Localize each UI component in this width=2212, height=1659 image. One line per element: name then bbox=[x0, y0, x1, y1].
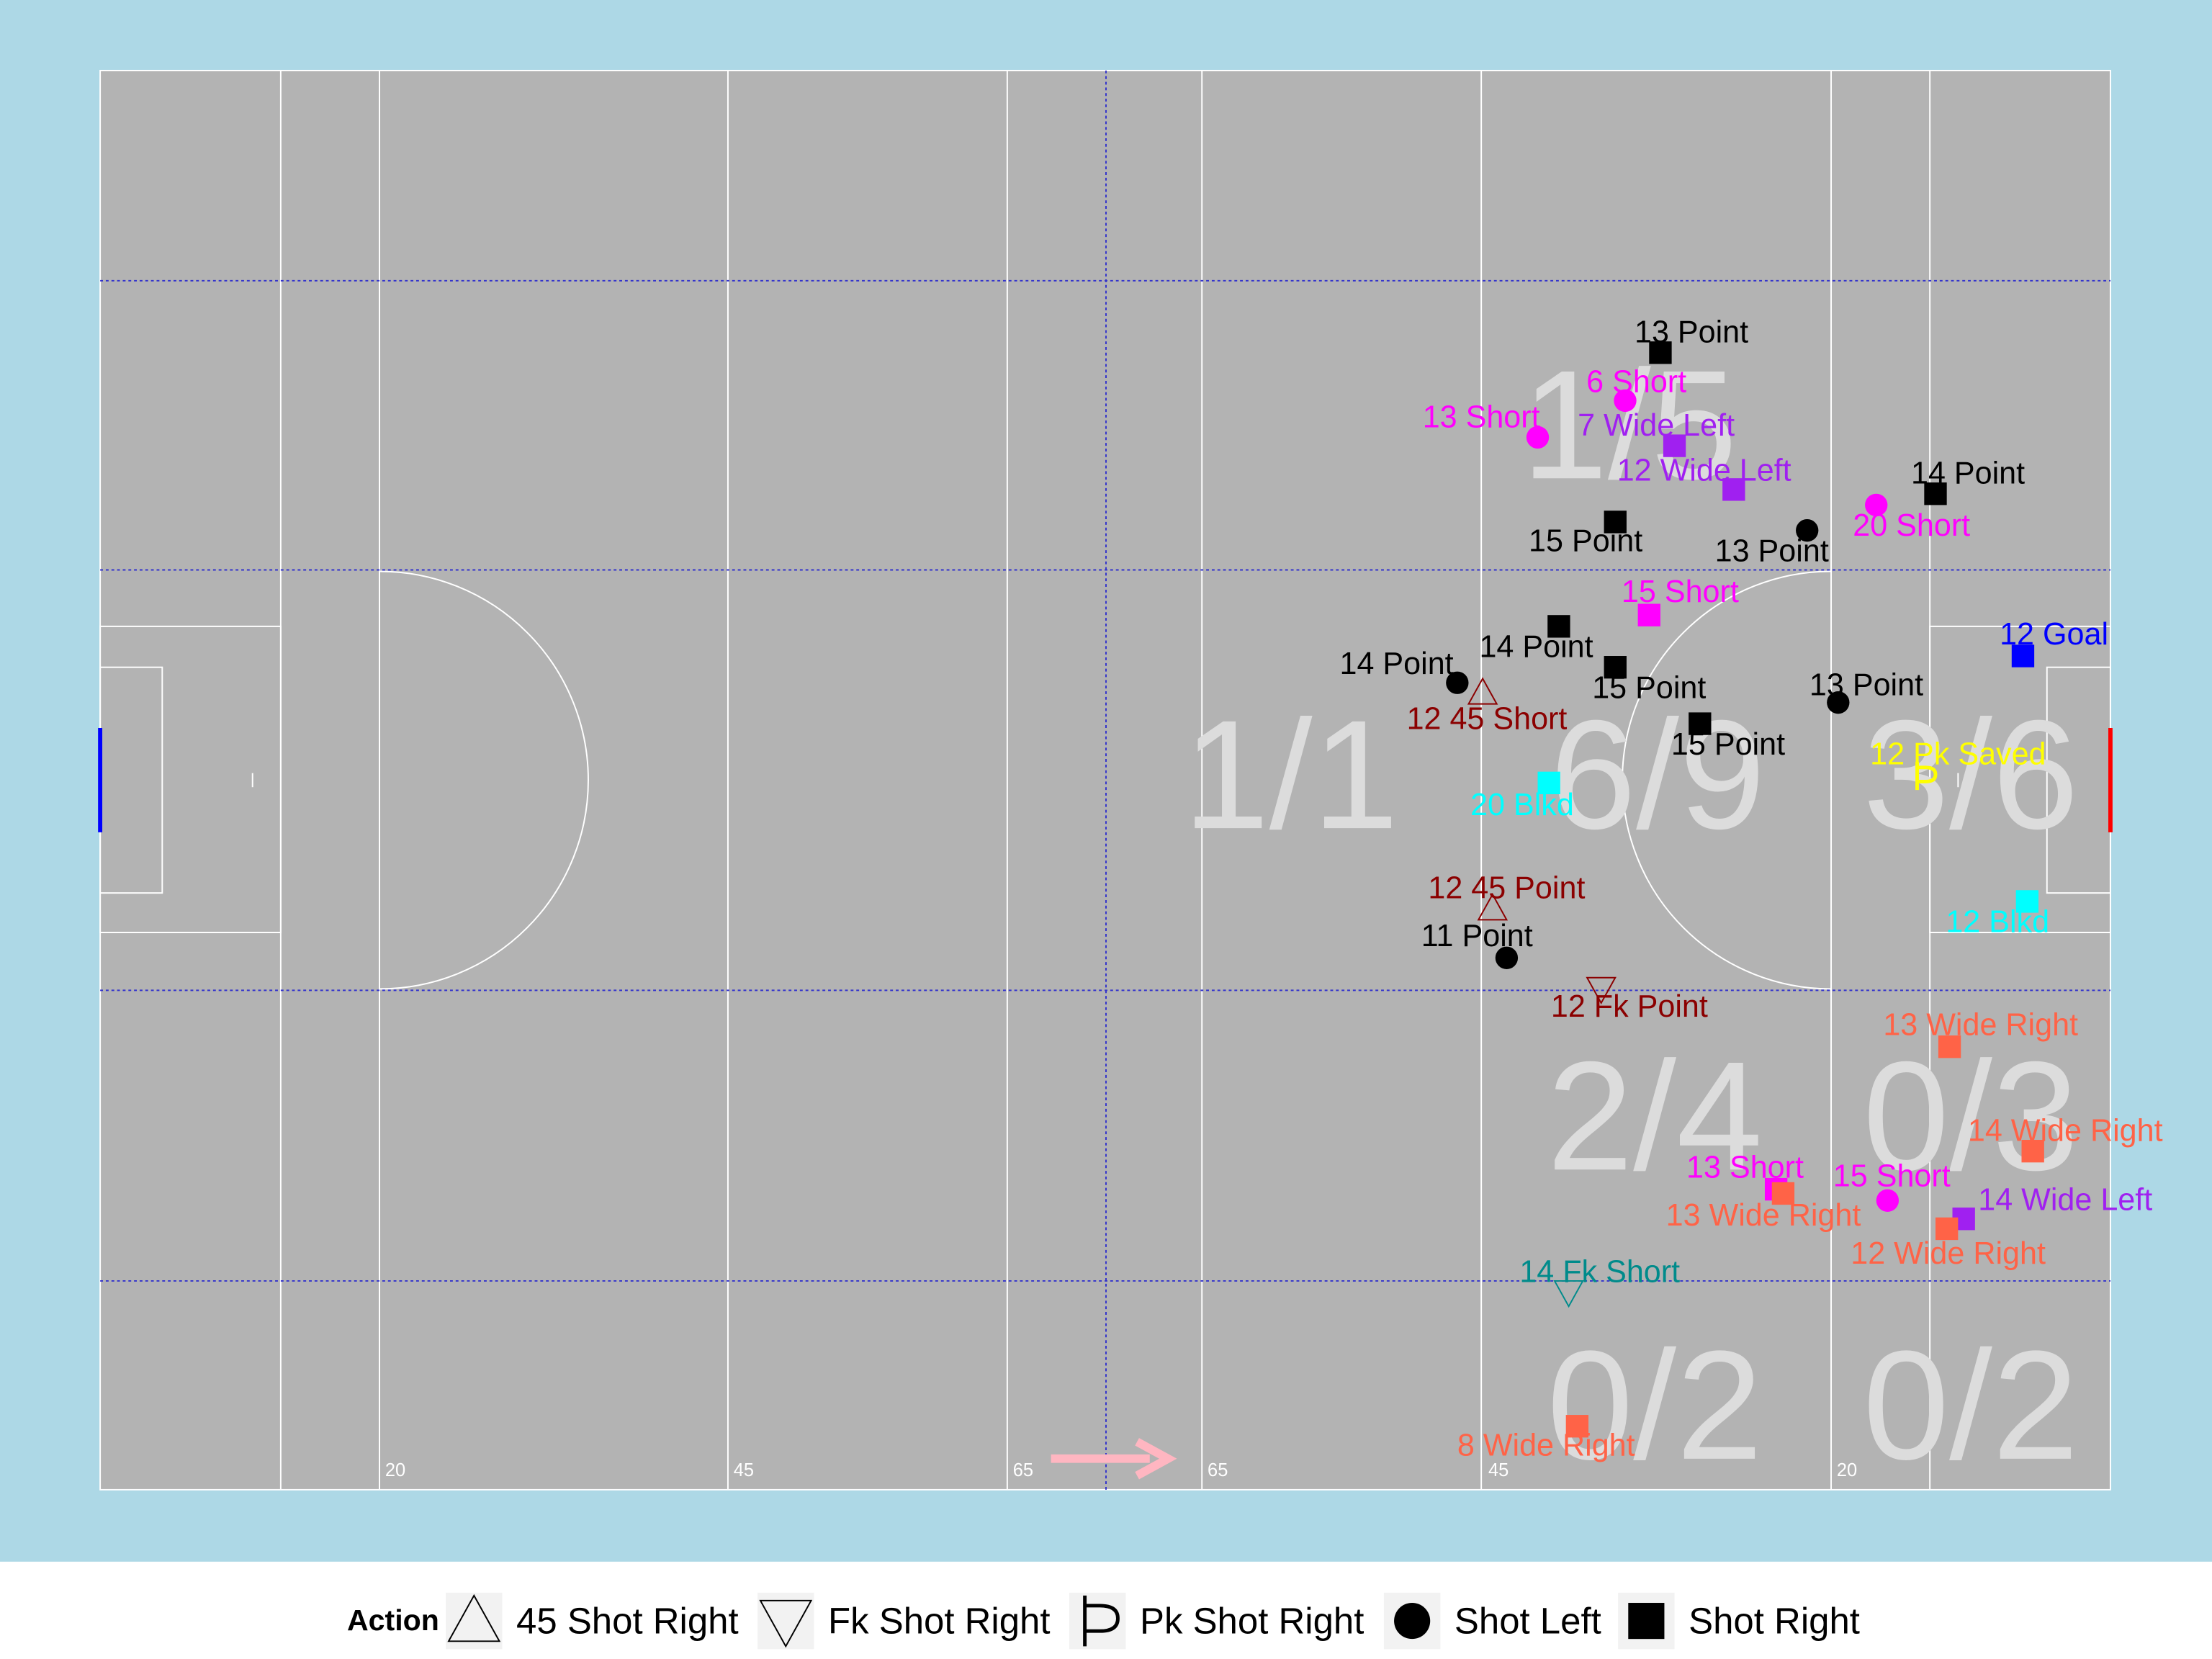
pitch-lines bbox=[99, 70, 2111, 1490]
legend-key-bg bbox=[446, 1592, 503, 1650]
zone-stat: 0/2 bbox=[1863, 1318, 2079, 1492]
marker-shot-left bbox=[1614, 389, 1637, 413]
shot-label: 12 45 Point bbox=[1428, 871, 1585, 906]
marker-fk bbox=[1553, 1280, 1584, 1308]
zone-stat: 2/4 bbox=[1547, 1029, 1763, 1202]
shot-label: 13 Short bbox=[1686, 1151, 1804, 1185]
pitch-label: 45 bbox=[1488, 1460, 1509, 1480]
shot-label: 15 Point bbox=[1592, 670, 1706, 705]
marker-45 bbox=[1477, 893, 1509, 921]
marker-shot-right bbox=[1771, 1182, 1795, 1205]
legend-label: Shot Left bbox=[1455, 1600, 1601, 1641]
shot-label: 13 Wide Right bbox=[1883, 1008, 2078, 1043]
marker-pk bbox=[1083, 1595, 1120, 1647]
shot-label: 20 Short bbox=[1853, 508, 1970, 543]
marker-shot-right bbox=[1649, 341, 1672, 364]
marker-shot-right bbox=[1604, 656, 1627, 679]
marker-shot-left bbox=[1495, 946, 1519, 969]
marker-shot-right bbox=[1628, 1603, 1665, 1640]
shot-label: 12 Blkd bbox=[1946, 905, 2049, 940]
shot-label: 12 Wide Right bbox=[1851, 1236, 2046, 1271]
legend-label: 45 Shot Right bbox=[516, 1600, 739, 1641]
marker-shot-right bbox=[1565, 1415, 1589, 1438]
shot-label: 12 45 Short bbox=[1407, 702, 1568, 737]
pitch-label: 20 bbox=[385, 1460, 405, 1480]
shot-label: 15 Point bbox=[1529, 524, 1642, 559]
legend-label: Shot Right bbox=[1689, 1600, 1860, 1641]
shot-label: 15 Short bbox=[1622, 575, 1739, 609]
shot-label: 12 Goal bbox=[2000, 617, 2108, 652]
marker-45 bbox=[1467, 677, 1498, 705]
shot-label: 13 Short bbox=[1423, 400, 1540, 434]
shot-label: 14 Point bbox=[1340, 647, 1454, 681]
marker-shot-right bbox=[1637, 603, 1660, 626]
marker-shot-right bbox=[1936, 1217, 1959, 1241]
zone-stat: 1/5 bbox=[1521, 338, 1737, 511]
shot-label: 14 Point bbox=[1911, 457, 2025, 491]
marker-shot-right bbox=[1663, 434, 1686, 457]
pitch-label: 45 bbox=[734, 1460, 754, 1480]
marker-shot-left bbox=[1827, 691, 1850, 714]
pitch-label: 65 bbox=[1208, 1460, 1228, 1480]
zone-stat: 3/6 bbox=[1863, 688, 2079, 861]
zone-stat: 6/9 bbox=[1550, 688, 1766, 861]
shot-label: 13 Point bbox=[1635, 315, 1748, 350]
shot-label: 12 Wide Left bbox=[1617, 454, 1791, 488]
marker-shot-right bbox=[1924, 482, 1947, 505]
marker-shot-left bbox=[1446, 671, 1469, 694]
marker-shot-right bbox=[2015, 890, 2039, 913]
legend-label: Fk Shot Right bbox=[828, 1600, 1051, 1641]
pitch-label: 65 bbox=[1013, 1460, 1033, 1480]
marker-pk bbox=[1915, 761, 1938, 791]
marker-shot-right bbox=[1722, 478, 1745, 501]
marker-45 bbox=[447, 1593, 501, 1642]
marker-shot-right bbox=[1689, 712, 1712, 735]
shot-label: 12 Pk Saved bbox=[1870, 737, 2046, 772]
legend-key-bg bbox=[757, 1592, 814, 1650]
marker-shot-left bbox=[1526, 426, 1550, 449]
legend-label: Pk Shot Right bbox=[1140, 1600, 1364, 1641]
pitch-label: 20 bbox=[1837, 1460, 1857, 1480]
shot-label: 14 Fk Short bbox=[1519, 1255, 1680, 1290]
legend-title: Action bbox=[347, 1604, 439, 1637]
marker-shot-left bbox=[1394, 1603, 1431, 1640]
shot-label: 14 Wide Right bbox=[1968, 1114, 2163, 1148]
marker-shot-right bbox=[1537, 771, 1560, 795]
marker-shot-right bbox=[2021, 1140, 2044, 1163]
marker-shot-right bbox=[2011, 644, 2035, 667]
shot-label: 13 Point bbox=[1809, 668, 1923, 703]
marker-shot-right bbox=[1938, 1035, 1961, 1058]
shot-label: 14 Point bbox=[1479, 630, 1593, 665]
shot-label: 15 Point bbox=[1671, 727, 1785, 762]
marker-shot-left bbox=[1876, 1189, 1899, 1212]
shot-label: 15 Short bbox=[1833, 1159, 1951, 1193]
zone-stat: 0/3 bbox=[1863, 1029, 2079, 1202]
shot-label: 20 Blkd bbox=[1470, 788, 1574, 822]
marker-fk bbox=[1586, 976, 1617, 1004]
zone-stat: 0/2 bbox=[1547, 1318, 1763, 1492]
shot-label: 13 Wide Right bbox=[1666, 1198, 1861, 1233]
marker-fk bbox=[759, 1599, 813, 1648]
pitch bbox=[99, 69, 2111, 1491]
shot-label: 14 Wide Left bbox=[1978, 1183, 2152, 1218]
shot-label: 7 Wide Left bbox=[1578, 408, 1735, 443]
marker-shot-left bbox=[1796, 518, 1819, 542]
shot-label: 6 Short bbox=[1586, 364, 1686, 399]
zone-stat: 1/1 bbox=[1183, 688, 1399, 861]
direction-arrow bbox=[1051, 1438, 1177, 1480]
shot-label: 11 Point bbox=[1421, 919, 1533, 953]
marker-shot-right bbox=[1604, 511, 1627, 534]
marker-shot-left bbox=[1865, 493, 1888, 517]
marker-shot-right bbox=[1547, 615, 1570, 638]
shot-label: 13 Point bbox=[1715, 534, 1829, 568]
zone-lines bbox=[100, 70, 2110, 1490]
shot-label: 12 Fk Point bbox=[1551, 989, 1708, 1024]
shot-label: 8 Wide Right bbox=[1457, 1429, 1635, 1463]
